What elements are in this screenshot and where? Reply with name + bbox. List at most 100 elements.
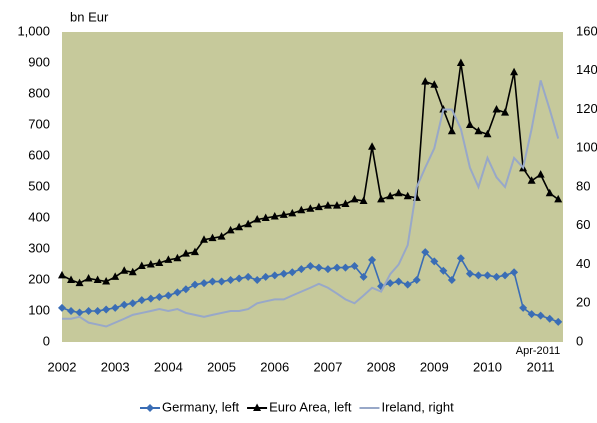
y-tick-label: 500 xyxy=(28,178,50,193)
marker xyxy=(164,291,173,300)
marker xyxy=(200,279,209,288)
y-tick-label: 800 xyxy=(28,85,50,100)
y2-tick-label: 80 xyxy=(576,178,590,193)
marker xyxy=(261,272,270,281)
marker xyxy=(394,188,403,197)
plot-area xyxy=(62,32,563,342)
y2-tick-label: 0 xyxy=(576,333,583,348)
marker xyxy=(421,77,430,85)
x-tick-label: 2005 xyxy=(207,359,236,374)
y2-tick-label: 140 xyxy=(576,62,597,77)
marker xyxy=(58,270,66,279)
marker xyxy=(137,261,146,270)
y-tick-label: 600 xyxy=(28,147,50,162)
marker xyxy=(430,257,439,266)
marker xyxy=(155,258,164,266)
marker xyxy=(368,255,377,264)
marker xyxy=(341,199,350,208)
legend: Germany, left Euro Area, left Ireland, rig… xyxy=(140,399,454,414)
marker xyxy=(288,208,297,217)
marker xyxy=(102,305,111,314)
marker xyxy=(146,404,154,412)
marker xyxy=(430,80,439,88)
marker xyxy=(350,262,359,271)
marker xyxy=(128,299,137,308)
marker xyxy=(146,260,155,268)
x-tick-label: 2008 xyxy=(367,359,396,374)
marker xyxy=(190,247,199,256)
marker xyxy=(483,129,492,138)
marker xyxy=(447,126,456,135)
marker xyxy=(483,271,492,280)
y-tick-label: 1,000 xyxy=(17,23,50,38)
x-tick-label: 2002 xyxy=(48,359,77,374)
marker xyxy=(279,269,288,278)
marker xyxy=(288,268,297,277)
y-tick-label: 200 xyxy=(28,271,50,286)
marker xyxy=(403,191,412,200)
marker xyxy=(545,188,554,197)
marker xyxy=(173,253,182,262)
marker xyxy=(226,225,235,234)
marker xyxy=(261,213,270,221)
marker xyxy=(492,105,501,113)
marker xyxy=(368,142,377,150)
marker xyxy=(341,263,350,272)
marker xyxy=(120,266,129,274)
marker xyxy=(58,303,66,312)
marker xyxy=(146,294,155,303)
marker xyxy=(84,307,93,315)
marker xyxy=(465,120,474,128)
marker xyxy=(314,202,323,211)
x-tick-label: 2011 xyxy=(527,359,555,374)
marker xyxy=(412,276,421,284)
y2-tick-label: 60 xyxy=(576,217,590,232)
marker xyxy=(181,285,190,294)
marker xyxy=(350,194,359,203)
marker xyxy=(253,403,262,411)
y-tick-label: 400 xyxy=(28,209,50,224)
marker xyxy=(501,108,510,116)
legend-item: Germany, left xyxy=(140,399,239,414)
marker xyxy=(75,278,84,287)
y-tick-label: 0 xyxy=(43,333,50,348)
marker xyxy=(270,211,279,220)
marker xyxy=(492,272,501,281)
marker xyxy=(377,194,386,203)
y-tick-label: 300 xyxy=(28,240,50,255)
marker xyxy=(297,265,306,274)
marker xyxy=(235,222,244,231)
marker xyxy=(208,233,217,242)
marker xyxy=(244,219,253,228)
marker xyxy=(279,210,288,218)
marker xyxy=(244,272,253,281)
marker xyxy=(510,67,519,76)
marker xyxy=(456,58,465,66)
legend-label: Euro Area, left xyxy=(269,399,352,414)
marker xyxy=(332,201,341,209)
marker xyxy=(190,280,199,289)
marker xyxy=(120,300,129,309)
marker xyxy=(253,276,262,284)
marker xyxy=(323,265,332,274)
marker xyxy=(137,296,146,305)
marker xyxy=(359,196,368,204)
marker xyxy=(439,266,448,275)
marker xyxy=(217,232,226,240)
marker xyxy=(84,273,93,282)
marker xyxy=(226,276,235,284)
marker xyxy=(270,271,279,280)
series-line xyxy=(62,80,560,328)
marker xyxy=(314,263,323,272)
x-tick-label: 2007 xyxy=(313,359,342,374)
marker xyxy=(93,307,102,315)
legend-label: Germany, left xyxy=(162,399,239,414)
marker xyxy=(474,271,483,280)
marker xyxy=(527,176,536,184)
annotation: Apr-2011 xyxy=(516,345,560,357)
marker xyxy=(181,249,190,257)
marker xyxy=(554,317,563,326)
x-tick-label: 2004 xyxy=(154,359,183,374)
y2-tick-label: 160 xyxy=(576,23,597,38)
